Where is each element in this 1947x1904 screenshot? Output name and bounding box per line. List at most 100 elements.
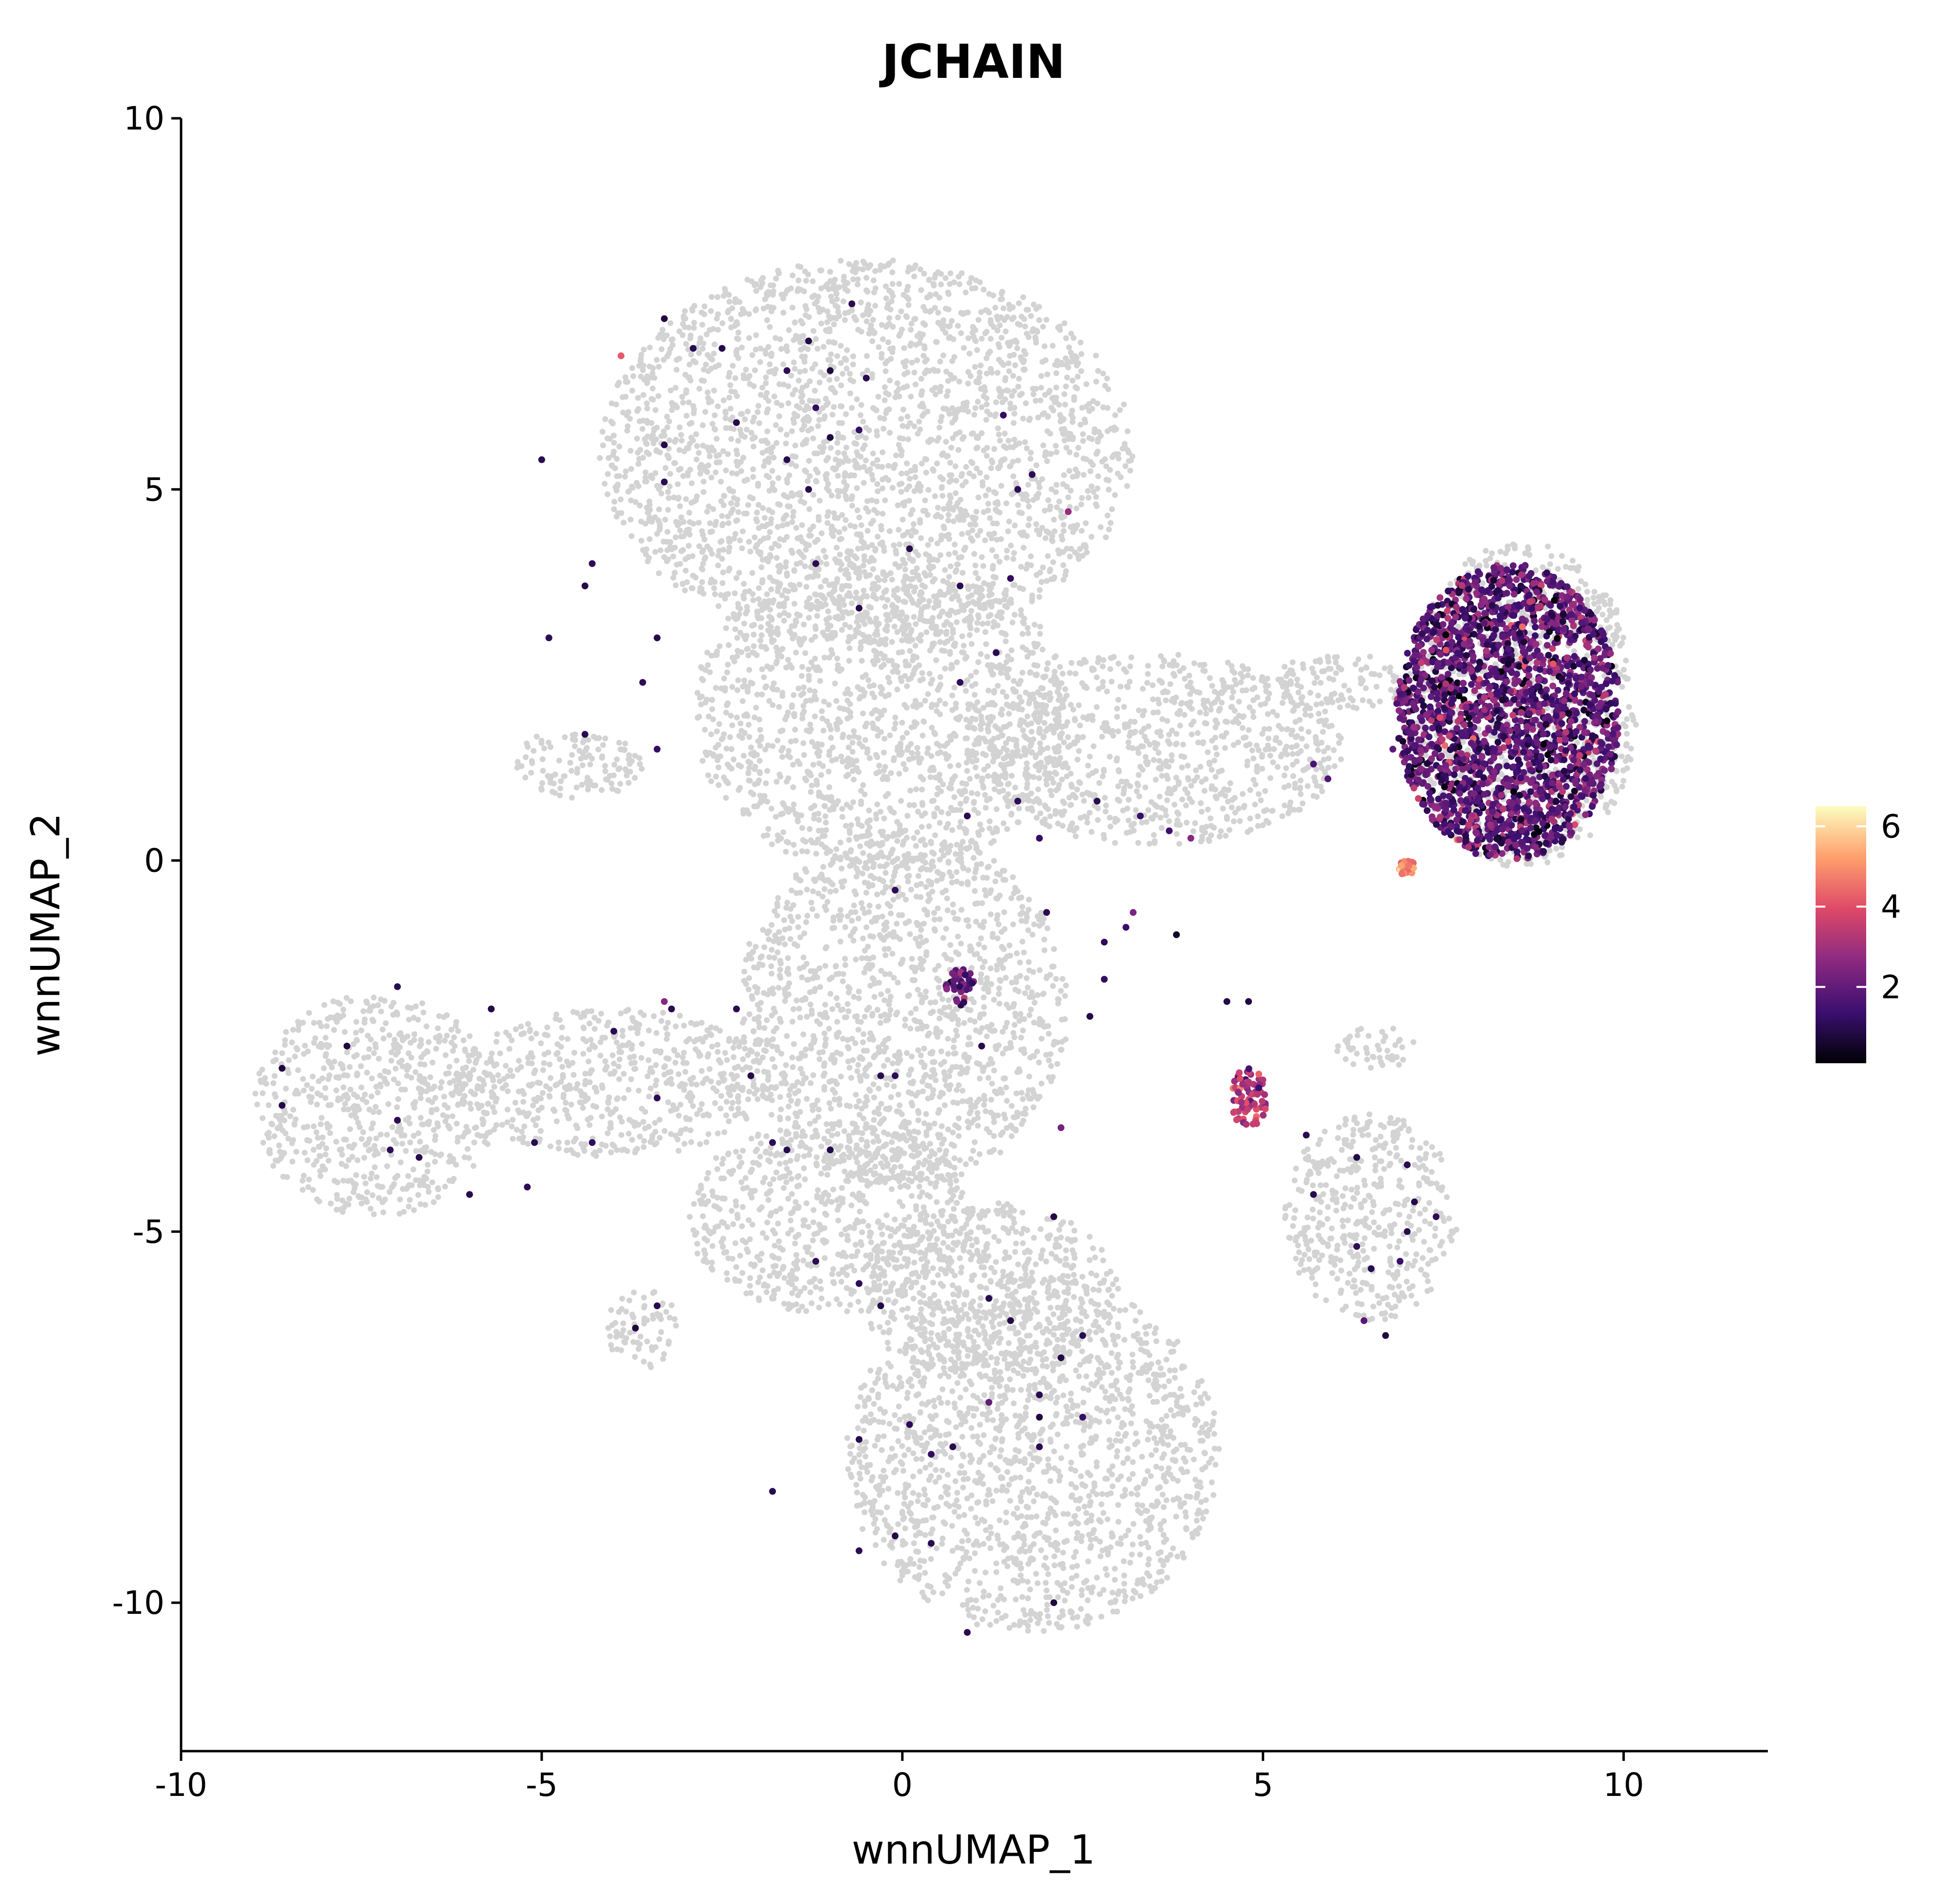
background-cell	[746, 335, 753, 341]
background-cell	[1059, 976, 1065, 982]
background-cell	[1008, 812, 1014, 818]
background-cell	[933, 513, 939, 519]
background-cell	[891, 725, 898, 732]
background-cell	[964, 768, 970, 774]
background-cell	[644, 558, 651, 565]
background-cell	[907, 788, 914, 794]
background-cell	[1030, 497, 1036, 503]
background-cell	[1116, 455, 1122, 462]
background-cell	[597, 455, 603, 461]
background-cell	[1021, 949, 1027, 956]
background-cell	[606, 455, 612, 461]
background-cell	[871, 1109, 878, 1115]
background-cell	[941, 1005, 948, 1011]
background-cell	[913, 936, 919, 942]
background-cell	[893, 667, 900, 674]
background-cell	[634, 435, 640, 442]
background-cell	[769, 922, 775, 928]
background-cell	[1033, 521, 1039, 527]
background-cell	[700, 561, 706, 567]
background-cell	[912, 315, 918, 322]
background-cell	[1026, 1073, 1032, 1080]
background-cell	[628, 466, 634, 472]
background-cell	[974, 532, 981, 538]
background-cell	[940, 781, 946, 788]
background-cell	[696, 350, 702, 356]
background-cell	[799, 399, 806, 405]
background-cell	[1073, 505, 1080, 512]
background-cell	[781, 492, 787, 498]
background-cell	[826, 752, 832, 758]
background-cell	[771, 1028, 777, 1035]
background-cell	[797, 1066, 804, 1072]
background-cell	[889, 281, 896, 287]
background-cell	[969, 641, 975, 647]
background-cell	[904, 413, 911, 420]
background-cell	[832, 630, 838, 636]
background-cell	[1006, 368, 1012, 374]
background-cell	[1046, 530, 1052, 536]
background-cell	[904, 747, 911, 753]
background-cell	[947, 323, 953, 329]
background-cell	[708, 366, 714, 372]
background-cell	[909, 657, 916, 664]
background-cell	[932, 576, 938, 582]
background-cell	[827, 278, 833, 284]
background-cell	[875, 488, 881, 495]
background-cell	[661, 336, 667, 342]
background-cell	[780, 829, 787, 835]
background-cell	[974, 465, 980, 472]
background-cell	[561, 773, 567, 779]
background-cell	[853, 260, 859, 266]
background-cell	[710, 326, 716, 332]
background-cell	[839, 806, 845, 812]
background-cell	[978, 935, 984, 942]
background-cell	[635, 461, 642, 467]
background-cell	[879, 464, 885, 470]
background-cell	[735, 438, 741, 444]
background-cell	[775, 475, 782, 481]
background-cell	[917, 677, 923, 684]
background-cell	[819, 708, 825, 714]
background-cell	[854, 619, 860, 625]
background-cell	[829, 744, 836, 751]
background-cell	[902, 766, 909, 772]
background-cell	[842, 286, 848, 292]
background-cell	[666, 437, 673, 444]
background-cell	[688, 499, 695, 506]
background-cell	[806, 458, 812, 464]
background-cell	[796, 1005, 802, 1012]
background-cell	[927, 1180, 934, 1186]
background-cell	[1016, 375, 1022, 382]
background-cell	[876, 980, 882, 986]
background-cell	[1067, 554, 1073, 560]
background-cell	[877, 415, 883, 421]
background-cell	[779, 754, 786, 760]
background-cell	[970, 1147, 976, 1154]
background-cell	[810, 761, 816, 768]
background-cell	[599, 753, 606, 759]
background-cell	[882, 793, 889, 799]
background-cell	[948, 622, 954, 628]
background-cell	[867, 933, 873, 939]
background-cell	[878, 523, 884, 529]
background-cell	[797, 490, 803, 496]
background-cell	[951, 1155, 957, 1162]
background-cell	[757, 538, 763, 544]
background-cell	[1030, 301, 1037, 308]
background-cell	[967, 632, 973, 638]
background-cell	[947, 763, 953, 769]
background-cell	[842, 525, 848, 532]
background-cell	[1021, 745, 1028, 751]
background-cell	[918, 287, 924, 293]
background-cell	[798, 388, 804, 395]
background-cell	[862, 1014, 868, 1020]
background-cell	[870, 277, 877, 283]
background-cell	[740, 455, 747, 461]
background-cell	[918, 535, 924, 541]
background-cell	[1009, 491, 1015, 498]
background-cell	[977, 362, 984, 369]
background-cell	[791, 1041, 797, 1047]
background-cell	[813, 336, 819, 342]
background-cell	[810, 435, 816, 442]
